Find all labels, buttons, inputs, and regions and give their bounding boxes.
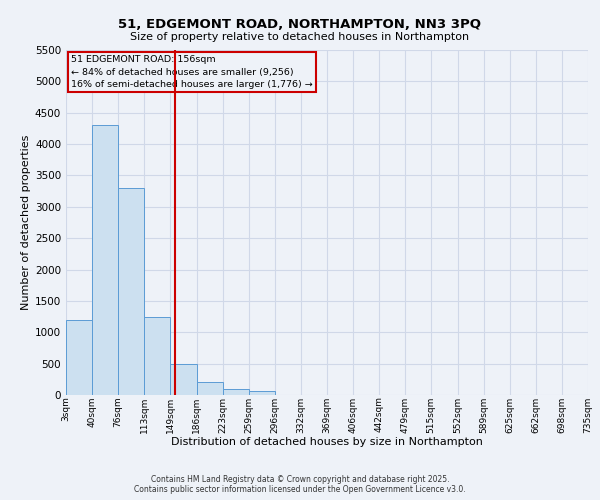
Bar	[223, 388, 248, 395]
Bar	[170, 364, 197, 395]
Bar	[66, 320, 92, 395]
Text: 51, EDGEMONT ROAD, NORTHAMPTON, NN3 3PQ: 51, EDGEMONT ROAD, NORTHAMPTON, NN3 3PQ	[119, 18, 482, 30]
Bar	[118, 188, 145, 395]
Bar	[248, 391, 275, 395]
Y-axis label: Number of detached properties: Number of detached properties	[21, 135, 31, 310]
Bar	[145, 316, 170, 395]
Text: 51 EDGEMONT ROAD: 156sqm
← 84% of detached houses are smaller (9,256)
16% of sem: 51 EDGEMONT ROAD: 156sqm ← 84% of detach…	[71, 55, 313, 89]
Text: Size of property relative to detached houses in Northampton: Size of property relative to detached ho…	[130, 32, 470, 42]
Bar	[92, 126, 118, 395]
Text: Contains HM Land Registry data © Crown copyright and database right 2025.
Contai: Contains HM Land Registry data © Crown c…	[134, 474, 466, 494]
X-axis label: Distribution of detached houses by size in Northampton: Distribution of detached houses by size …	[171, 437, 483, 447]
Bar	[197, 382, 223, 395]
